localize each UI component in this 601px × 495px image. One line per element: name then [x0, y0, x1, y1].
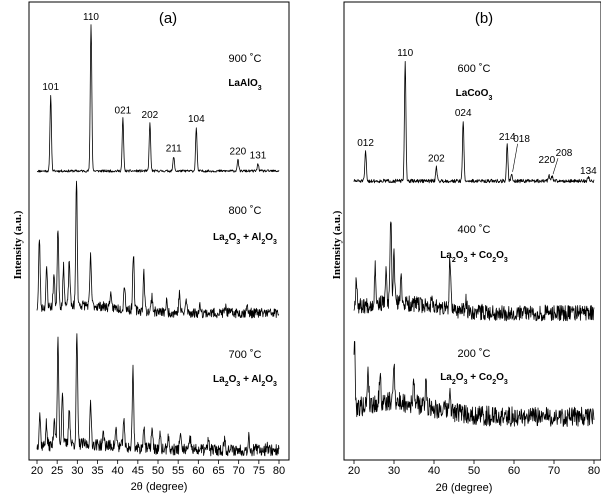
x-tick-label: 80	[273, 465, 285, 477]
peak-label-220: 220	[230, 146, 247, 157]
xrd-trace-b-3	[353, 341, 595, 427]
peak-label-134: 134	[580, 166, 597, 177]
peak-label-131: 131	[250, 151, 267, 162]
panel-b-ylabel: Intensity (a.u.)	[331, 210, 343, 279]
x-tick-label: 70	[548, 465, 560, 477]
temperature-label: 700 ˚C	[228, 349, 261, 361]
temperature-label: 400 ˚C	[457, 224, 490, 236]
temperature-label: 900 ˚C	[228, 53, 261, 65]
panel-a-x-ticks: 20 25 30 35 40 45 50 55 60 65 70 75 80	[31, 460, 285, 477]
temperature-label: 800 ˚C	[228, 205, 261, 217]
peak-label-214: 214	[499, 132, 516, 143]
x-tick-label: 55	[172, 465, 184, 477]
x-tick-label: 75	[253, 465, 265, 477]
temperature-label: 200 ˚C	[457, 348, 490, 360]
x-tick-label: 25	[51, 465, 63, 477]
peak-label-018: 018	[513, 134, 530, 145]
panel-a-traces	[36, 24, 280, 457]
peak-label-220: 220	[538, 155, 555, 166]
peak-label-208: 208	[556, 148, 573, 159]
x-tick-label: 45	[132, 465, 144, 477]
x-tick-label: 30	[388, 465, 400, 477]
x-tick-label: 60	[192, 465, 204, 477]
phase-label: La2O3 + Co2O3	[440, 372, 508, 386]
x-tick-label: 50	[468, 465, 480, 477]
peak-label-104: 104	[188, 114, 205, 125]
panel-b-traces	[353, 61, 595, 427]
peak-label-110: 110	[83, 12, 99, 23]
peak-label-202: 202	[428, 154, 445, 165]
panel-a-ylabel: Intensity (a.u.)	[12, 210, 24, 279]
peak-label-211: 211	[166, 143, 182, 154]
xrd-trace-b-1	[353, 61, 595, 184]
x-tick-label: 40	[428, 465, 440, 477]
x-tick-label: 60	[508, 465, 520, 477]
panel-b-label: (b)	[475, 10, 493, 27]
xrd-trace-a-2	[36, 180, 280, 319]
panel-b-annotations: 600 ˚C LaCoO3 400 ˚C La2O3 + Co2O3 200 ˚C La2…	[440, 63, 508, 386]
phase-label: LaAlO3	[228, 78, 261, 92]
xrd-trace-b-2	[353, 221, 595, 322]
panel-b-x-ticks: 20 30 40 50 60 70 80	[348, 460, 600, 477]
panel-a-label: (a)	[159, 10, 177, 27]
phase-label: LaCoO3	[456, 88, 493, 102]
x-tick-label: 50	[152, 465, 164, 477]
peak-label-024: 024	[455, 108, 472, 119]
leader-018	[512, 143, 518, 172]
panel-a-frame	[28, 1, 290, 461]
peak-label-202: 202	[142, 110, 159, 121]
panel-a-xlabel: 2θ (degree)	[131, 481, 188, 493]
peak-label-110: 110	[397, 48, 413, 59]
phase-label: La2O3 + Co2O3	[440, 250, 508, 264]
panel-b-frame	[343, 1, 601, 461]
panel-a-annotations: 900 ˚C LaAlO3 800 ˚C La2O3 + Al2O3 700 ˚C La2…	[213, 53, 277, 388]
temperature-label: 600 ˚C	[457, 63, 490, 75]
peak-label-021: 021	[115, 105, 132, 116]
x-tick-label: 65	[212, 465, 224, 477]
x-tick-label: 70	[233, 465, 245, 477]
panel-a: (a) Intensity (a.u.) 2θ (degree) 101 110 0…	[12, 1, 290, 493]
peak-label-101: 101	[42, 82, 59, 93]
panel-b: (b) Intensity (a.u.) 2θ (degree) 012 110 2…	[331, 1, 601, 494]
phase-label: La2O3 + Al2O3	[213, 232, 277, 246]
phase-label: La2O3 + Al2O3	[213, 374, 277, 388]
x-tick-label: 30	[71, 465, 83, 477]
x-tick-label: 80	[588, 465, 600, 477]
peak-label-012: 012	[357, 138, 374, 149]
panel-b-xlabel: 2θ (degree)	[436, 482, 493, 494]
x-tick-label: 20	[348, 465, 360, 477]
x-tick-label: 40	[112, 465, 124, 477]
xrd-trace-a-1	[36, 24, 280, 173]
x-tick-label: 20	[31, 465, 43, 477]
xrd-trace-a-3	[36, 333, 280, 457]
leader-208	[552, 158, 559, 175]
panel-a-peak-labels: 101 110 021 202 211 104 220 131	[42, 12, 266, 162]
x-tick-label: 35	[91, 465, 103, 477]
